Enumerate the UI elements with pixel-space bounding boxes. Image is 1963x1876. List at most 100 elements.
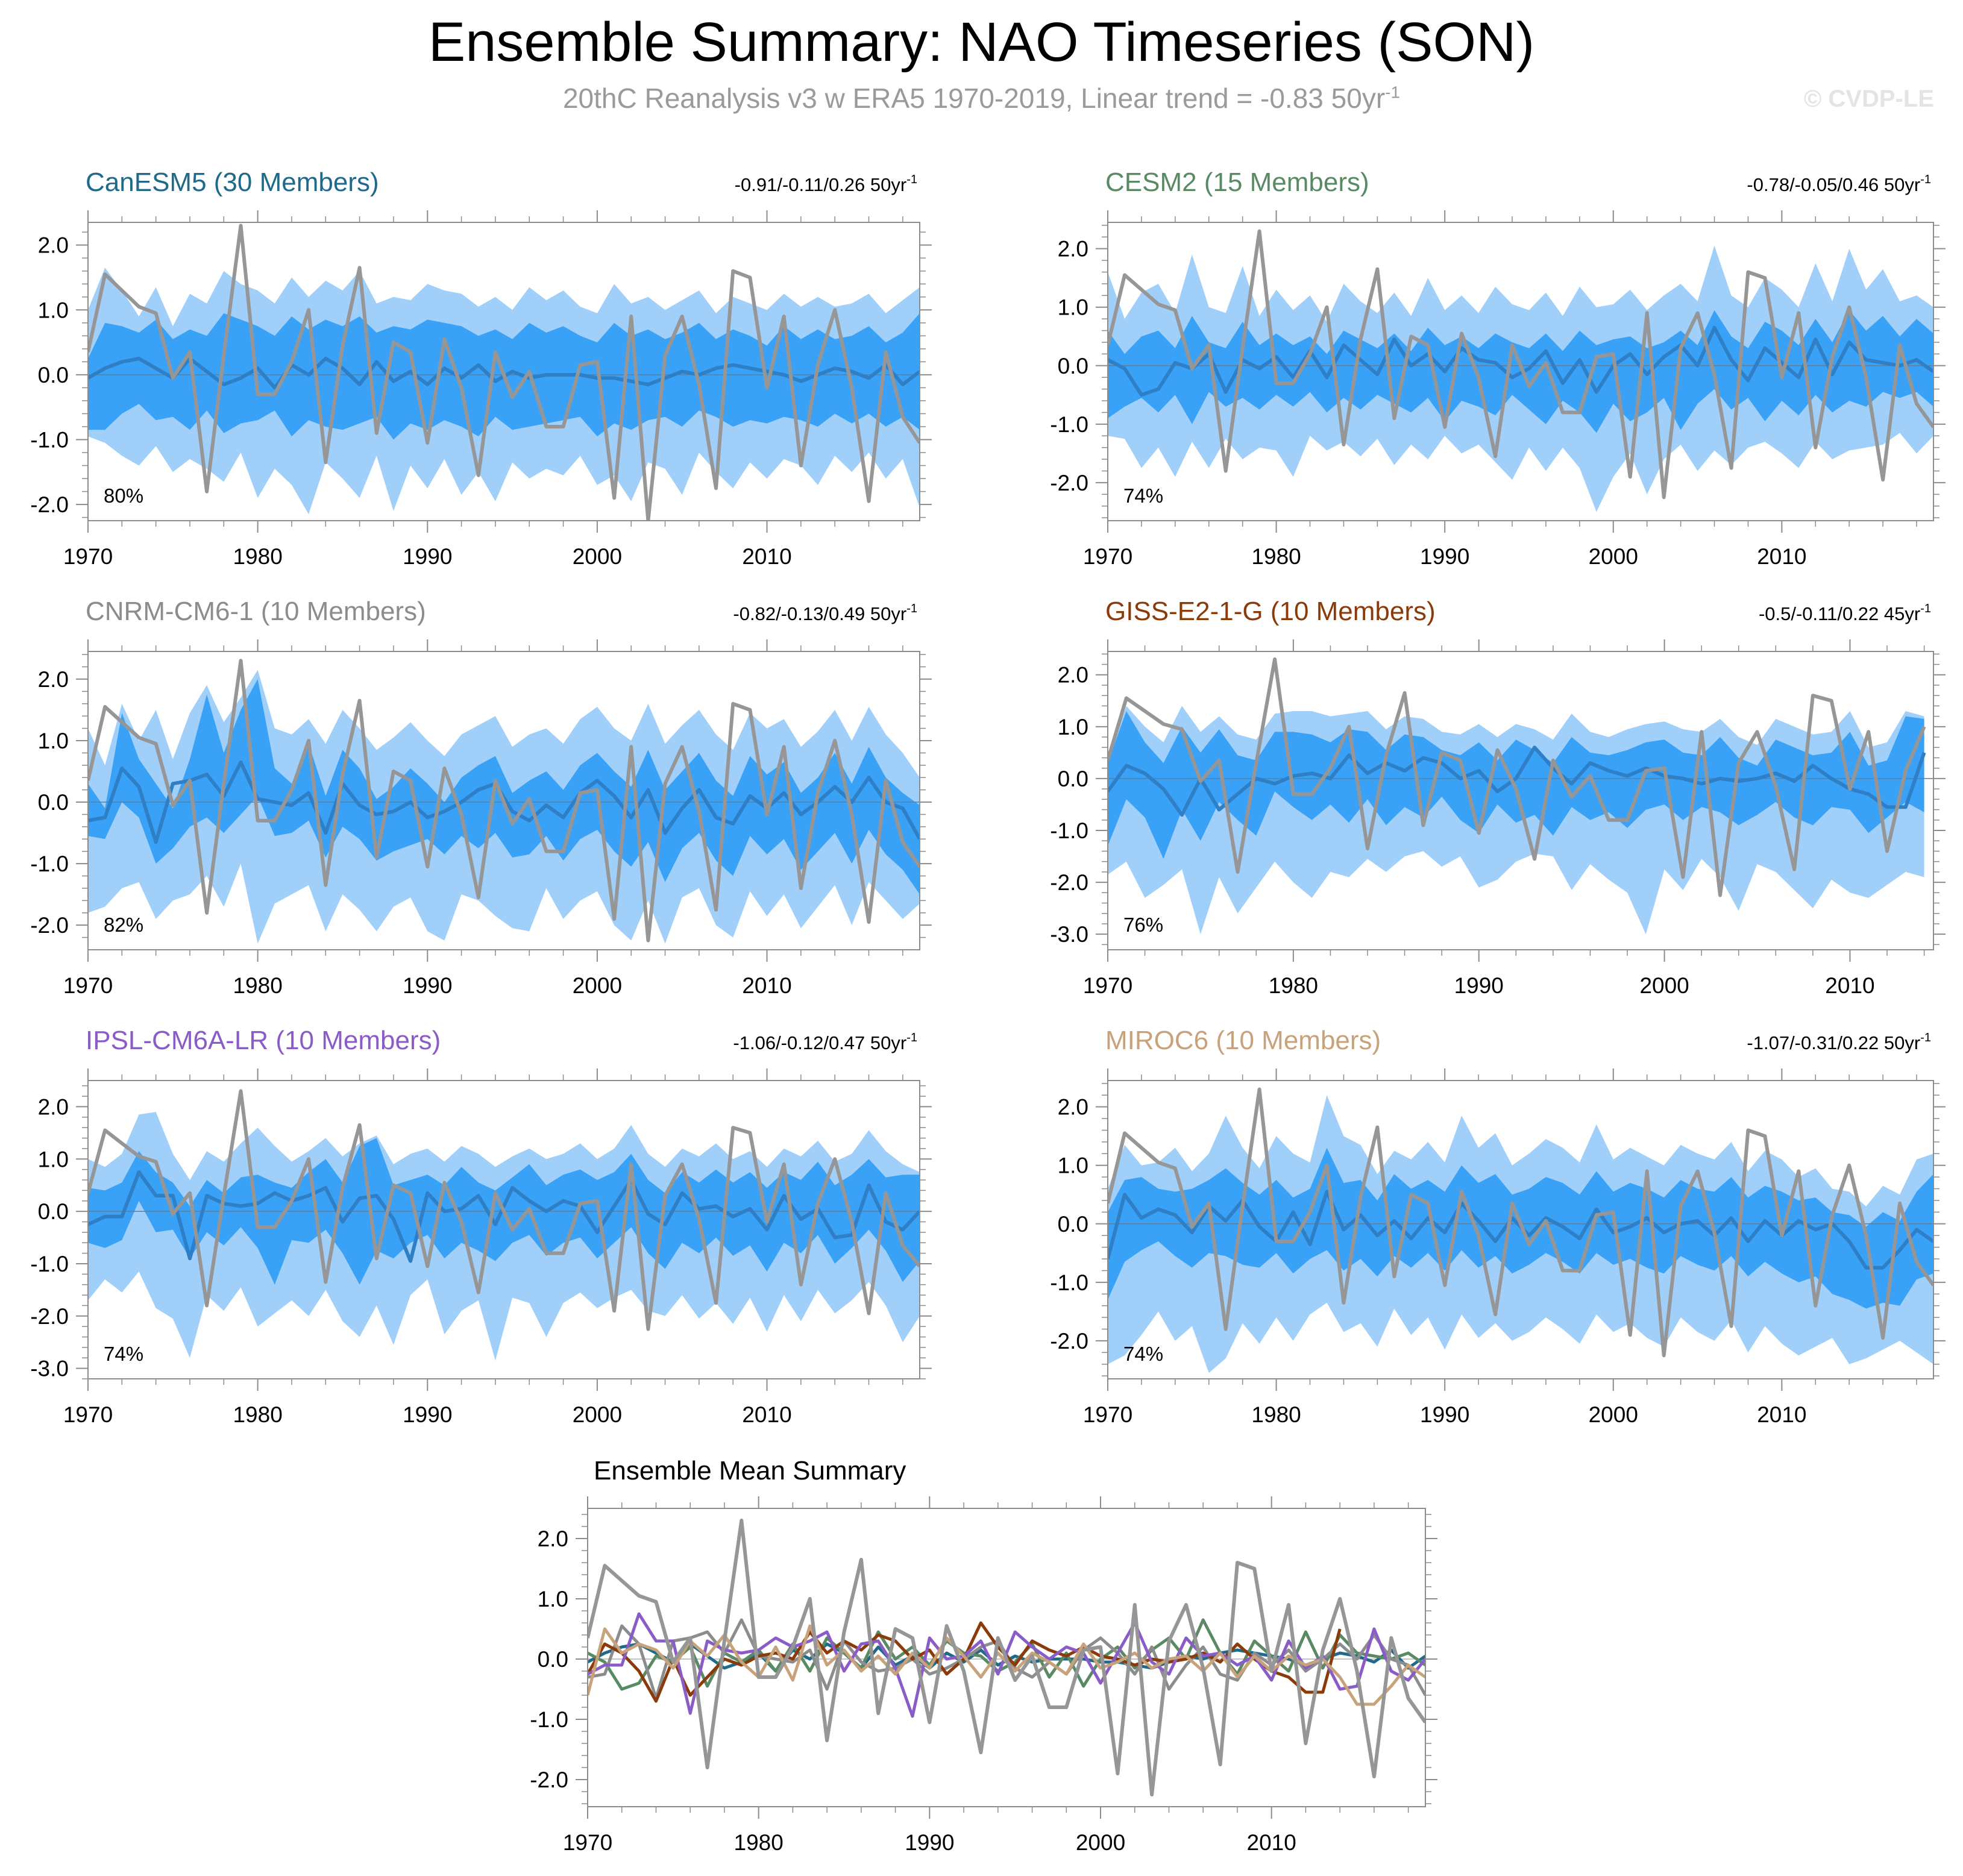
panel-cnrm-cm6-1: 2.0 1.0 0.0 -1.0 -2.0 1970 1980 1990 2000 2010 CNR…	[30, 597, 932, 998]
trend-label-text: -1.07/-0.31/0.22 50yr	[1747, 1032, 1920, 1053]
y-tick-label: 0.0	[1058, 767, 1088, 791]
credit-label: © CVDP-LE	[1803, 86, 1934, 112]
y-tick-label: -3.0	[30, 1357, 69, 1381]
x-tick-label: 2010	[1247, 1830, 1296, 1855]
trend-label-superscript: -1	[906, 1031, 917, 1044]
observation-line	[1108, 657, 1926, 897]
subtitle-superscript: -1	[1385, 83, 1401, 102]
x-tick-label: 2010	[1757, 544, 1806, 569]
trend-label: -1.06/-0.12/0.47 50yr-1	[733, 1031, 917, 1053]
x-tick-label: 1980	[233, 544, 282, 569]
trend-label: -0.78/-0.05/0.46 50yr-1	[1747, 173, 1931, 195]
y-tick-label: -3.0	[1050, 922, 1088, 947]
y-tick-label: 1.0	[538, 1587, 568, 1611]
y-tick-label: -1.0	[30, 427, 69, 452]
series-line-ipsl-cm6a-lr	[588, 1612, 1425, 1718]
trend-label-text: -0.78/-0.05/0.46 50yr	[1747, 174, 1920, 195]
x-tick-label: 2010	[742, 1402, 791, 1427]
plot-frame	[87, 222, 920, 521]
y-tick-label: -1.0	[1050, 818, 1088, 843]
y-tick-label: 2.0	[38, 233, 69, 258]
y-tick-label: 0.0	[538, 1647, 568, 1672]
x-tick-label: 2000	[1589, 1402, 1638, 1427]
percent-label: 80%	[104, 485, 143, 507]
y-tick-label: 0.0	[1058, 1212, 1088, 1237]
y-tick-label: -2.0	[30, 1304, 69, 1329]
y-tick-label: -2.0	[1050, 1329, 1088, 1354]
x-tick-label: 1970	[1083, 1402, 1132, 1427]
trend-label: -0.91/-0.11/0.26 50yr-1	[735, 173, 917, 195]
y-tick-label: 0.0	[1058, 354, 1088, 378]
series-line-cesm2	[588, 1618, 1425, 1691]
x-tick-label: 1990	[403, 973, 452, 998]
x-tick-label: 1970	[1083, 973, 1132, 998]
trend-label-superscript: -1	[1920, 1031, 1931, 1044]
trend-label-superscript: -1	[1920, 602, 1931, 615]
x-tick-label: 1990	[1454, 973, 1504, 998]
y-tick-label: 1.0	[38, 1147, 69, 1172]
x-tick-label: 1970	[63, 973, 113, 998]
x-tick-label: 1990	[1420, 1402, 1469, 1427]
y-tick-label: 1.0	[1058, 715, 1088, 739]
plot-frame	[1107, 651, 1934, 950]
plot-content	[88, 1089, 920, 1361]
y-tick-label: 2.0	[38, 1094, 69, 1119]
observation-line	[88, 659, 920, 943]
y-tick-label: 2.0	[1058, 237, 1088, 262]
y-tick-label: 2.0	[38, 667, 69, 692]
y-tick-label: 0.0	[38, 363, 69, 387]
panel-title: CanESM5 (30 Members)	[86, 168, 379, 197]
x-tick-label: 2010	[742, 973, 791, 998]
panel-title: CESM2 (15 Members)	[1105, 168, 1369, 197]
trend-label-text: -0.5/-0.11/0.22 45yr	[1759, 603, 1920, 624]
x-tick-label: 1970	[563, 1830, 612, 1855]
panel-title: CNRM-CM6-1 (10 Members)	[86, 597, 426, 626]
x-tick-label: 2000	[1076, 1830, 1125, 1855]
trend-label-text: -0.82/-0.13/0.49 50yr	[733, 603, 906, 624]
plot-content	[588, 1519, 1425, 1796]
x-tick-label: 1990	[403, 544, 452, 569]
y-tick-label: -1.0	[1050, 412, 1088, 437]
x-tick-label: 2000	[1639, 973, 1689, 998]
y-tick-label: -2.0	[1050, 870, 1088, 895]
plot-content	[1108, 657, 1933, 935]
plot-frame	[1107, 222, 1934, 521]
plot-frame	[587, 1508, 1426, 1807]
panel-title: IPSL-CM6A-LR (10 Members)	[86, 1026, 441, 1055]
ensemble-mean-line	[1108, 325, 1933, 397]
x-tick-label: 2000	[573, 544, 622, 569]
x-tick-label: 2010	[1757, 1402, 1806, 1427]
panel-miroc6: 2.0 1.0 0.0 -1.0 -2.0 1970 1980 1990 2000 2010 MIR…	[1050, 1026, 1946, 1427]
panel-ensemble-mean-summary: 2.0 1.0 0.0 -1.0 -2.0 1970 1980 1990 2000 2010 Ens…	[530, 1456, 1437, 1855]
observation-line	[1108, 229, 1933, 500]
x-tick-label: 2000	[573, 1402, 622, 1427]
plot-frame	[87, 1080, 920, 1379]
x-tick-label: 1980	[1251, 1402, 1301, 1427]
subtitle-text: 20thC Reanalysis v3 w ERA5 1970-2019, Li…	[562, 83, 1386, 114]
y-tick-label: 1.0	[1058, 295, 1088, 320]
figure-subtitle: 20thC Reanalysis v3 w ERA5 1970-2019, Li…	[0, 82, 1963, 115]
x-tick-label: 1980	[1269, 973, 1318, 998]
panel-title: GISS-E2-1-G (10 Members)	[1105, 597, 1436, 626]
panel-cesm2: 2.0 1.0 0.0 -1.0 -2.0 1970 1980 1990 2000 2010 CES…	[1050, 168, 1946, 569]
trend-label-superscript: -1	[1920, 173, 1931, 186]
x-tick-label: 1990	[1420, 544, 1469, 569]
percent-label: 74%	[1123, 1343, 1163, 1365]
figure-title: Ensemble Summary: NAO Timeseries (SON)	[428, 11, 1535, 73]
trend-label-superscript: -1	[906, 173, 917, 186]
plot-content	[1108, 1087, 1933, 1373]
x-tick-label: 1990	[905, 1830, 954, 1855]
panel-canesm5: 2.0 1.0 0.0 -1.0 -2.0 1970 1980 1990 2000 2010 Can…	[30, 168, 932, 569]
y-tick-label: -2.0	[1050, 471, 1088, 495]
series-line-observations	[588, 1519, 1425, 1796]
y-tick-label: -2.0	[530, 1768, 568, 1792]
y-tick-label: 1.0	[1058, 1153, 1088, 1178]
trend-label: -0.82/-0.13/0.49 50yr-1	[733, 602, 917, 624]
y-tick-label: 1.0	[38, 298, 69, 322]
panel-ipsl-cm6a-lr: 2.0 1.0 0.0 -1.0 -2.0 -3.0 1970 1980 1990 2000 201…	[30, 1026, 932, 1427]
y-tick-label: 2.0	[1058, 663, 1088, 688]
x-tick-label: 2000	[1589, 544, 1638, 569]
observation-line	[88, 224, 920, 521]
x-tick-label: 2010	[1825, 973, 1874, 998]
